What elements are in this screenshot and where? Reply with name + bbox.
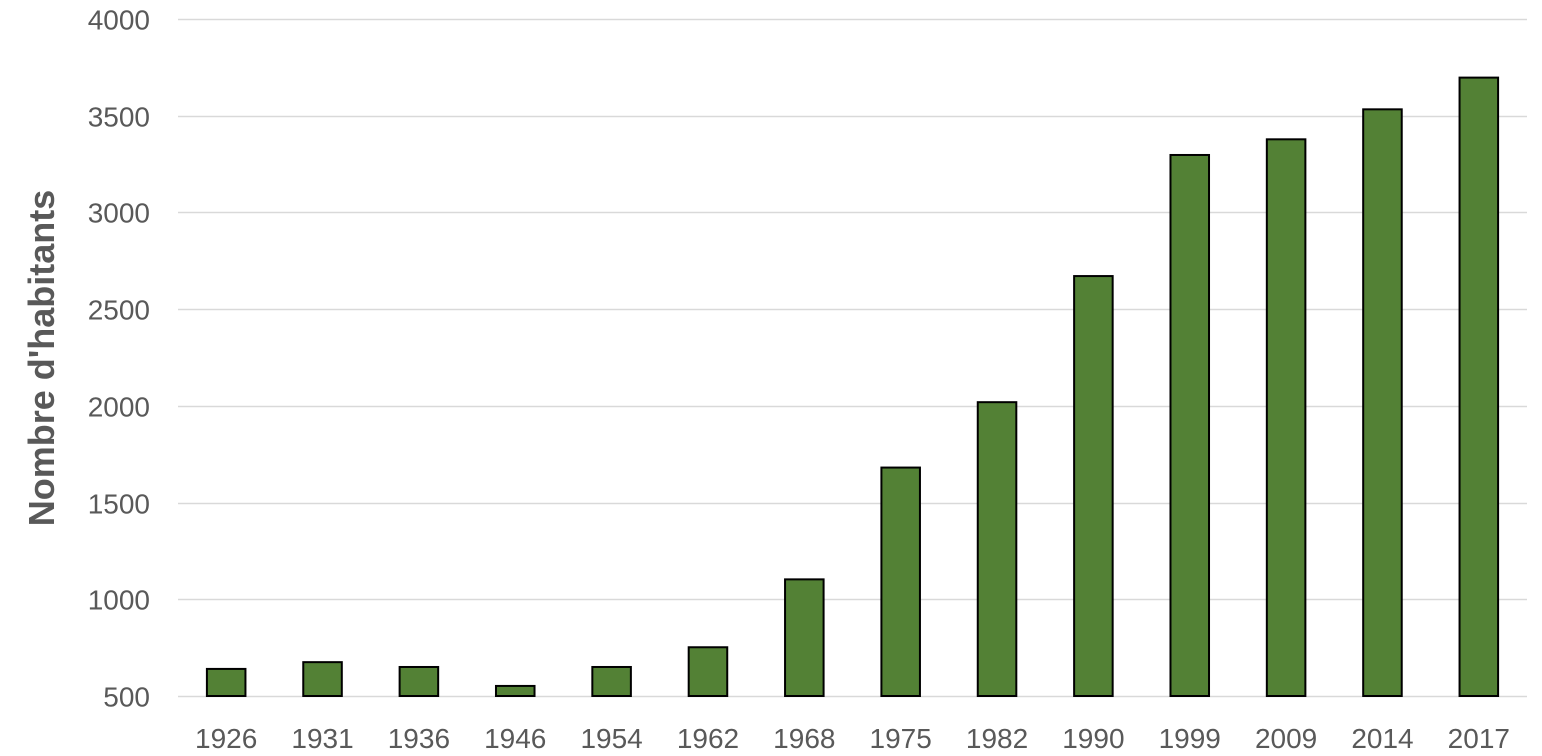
x-tick-label: 1999 [1159, 723, 1221, 754]
y-tick-label: 1500 [88, 489, 150, 520]
y-tick-label: 500 [103, 682, 150, 713]
bar [302, 661, 343, 698]
y-tick-label: 3000 [88, 198, 150, 229]
x-tick-label: 1926 [195, 723, 257, 754]
x-tick-label: 1954 [580, 723, 642, 754]
gridlines [178, 18, 1527, 698]
bar [398, 665, 440, 698]
y-axis-ticks: 500 1000 1500 2000 2500 3000 3500 4000 [88, 5, 150, 713]
bar [1073, 275, 1114, 697]
y-tick-label: 3500 [88, 102, 150, 133]
y-tick-label: 2000 [88, 392, 150, 423]
y-axis-title: Nombre d'habitants [21, 190, 62, 527]
bar [784, 578, 825, 697]
x-tick-label: 1982 [966, 723, 1028, 754]
x-tick-label: 1931 [291, 723, 353, 754]
bar [976, 401, 1018, 697]
x-tick-label: 1936 [388, 723, 450, 754]
y-tick-label: 4000 [88, 5, 150, 36]
bar [591, 665, 632, 698]
bar [1169, 153, 1211, 697]
x-tick-label: 2017 [1448, 723, 1510, 754]
x-tick-label: 1962 [677, 723, 739, 754]
y-tick-label: 1000 [88, 585, 150, 616]
bar [1458, 76, 1500, 697]
bar [494, 684, 536, 697]
x-tick-label: 1968 [773, 723, 835, 754]
bar [1265, 138, 1307, 698]
bar [1362, 108, 1403, 698]
bar [880, 466, 921, 697]
x-tick-label: 1990 [1062, 723, 1124, 754]
x-axis-ticks: 1926 1931 1936 1946 1954 1962 1968 1975 1982 1990… [195, 723, 1510, 754]
bar [687, 646, 729, 697]
x-tick-label: 1975 [870, 723, 932, 754]
bar [205, 667, 247, 697]
x-tick-label: 1946 [484, 723, 546, 754]
x-tick-label: 2009 [1255, 723, 1317, 754]
y-tick-label: 2500 [88, 295, 150, 326]
x-tick-label: 2014 [1351, 723, 1413, 754]
bars [205, 76, 1500, 698]
